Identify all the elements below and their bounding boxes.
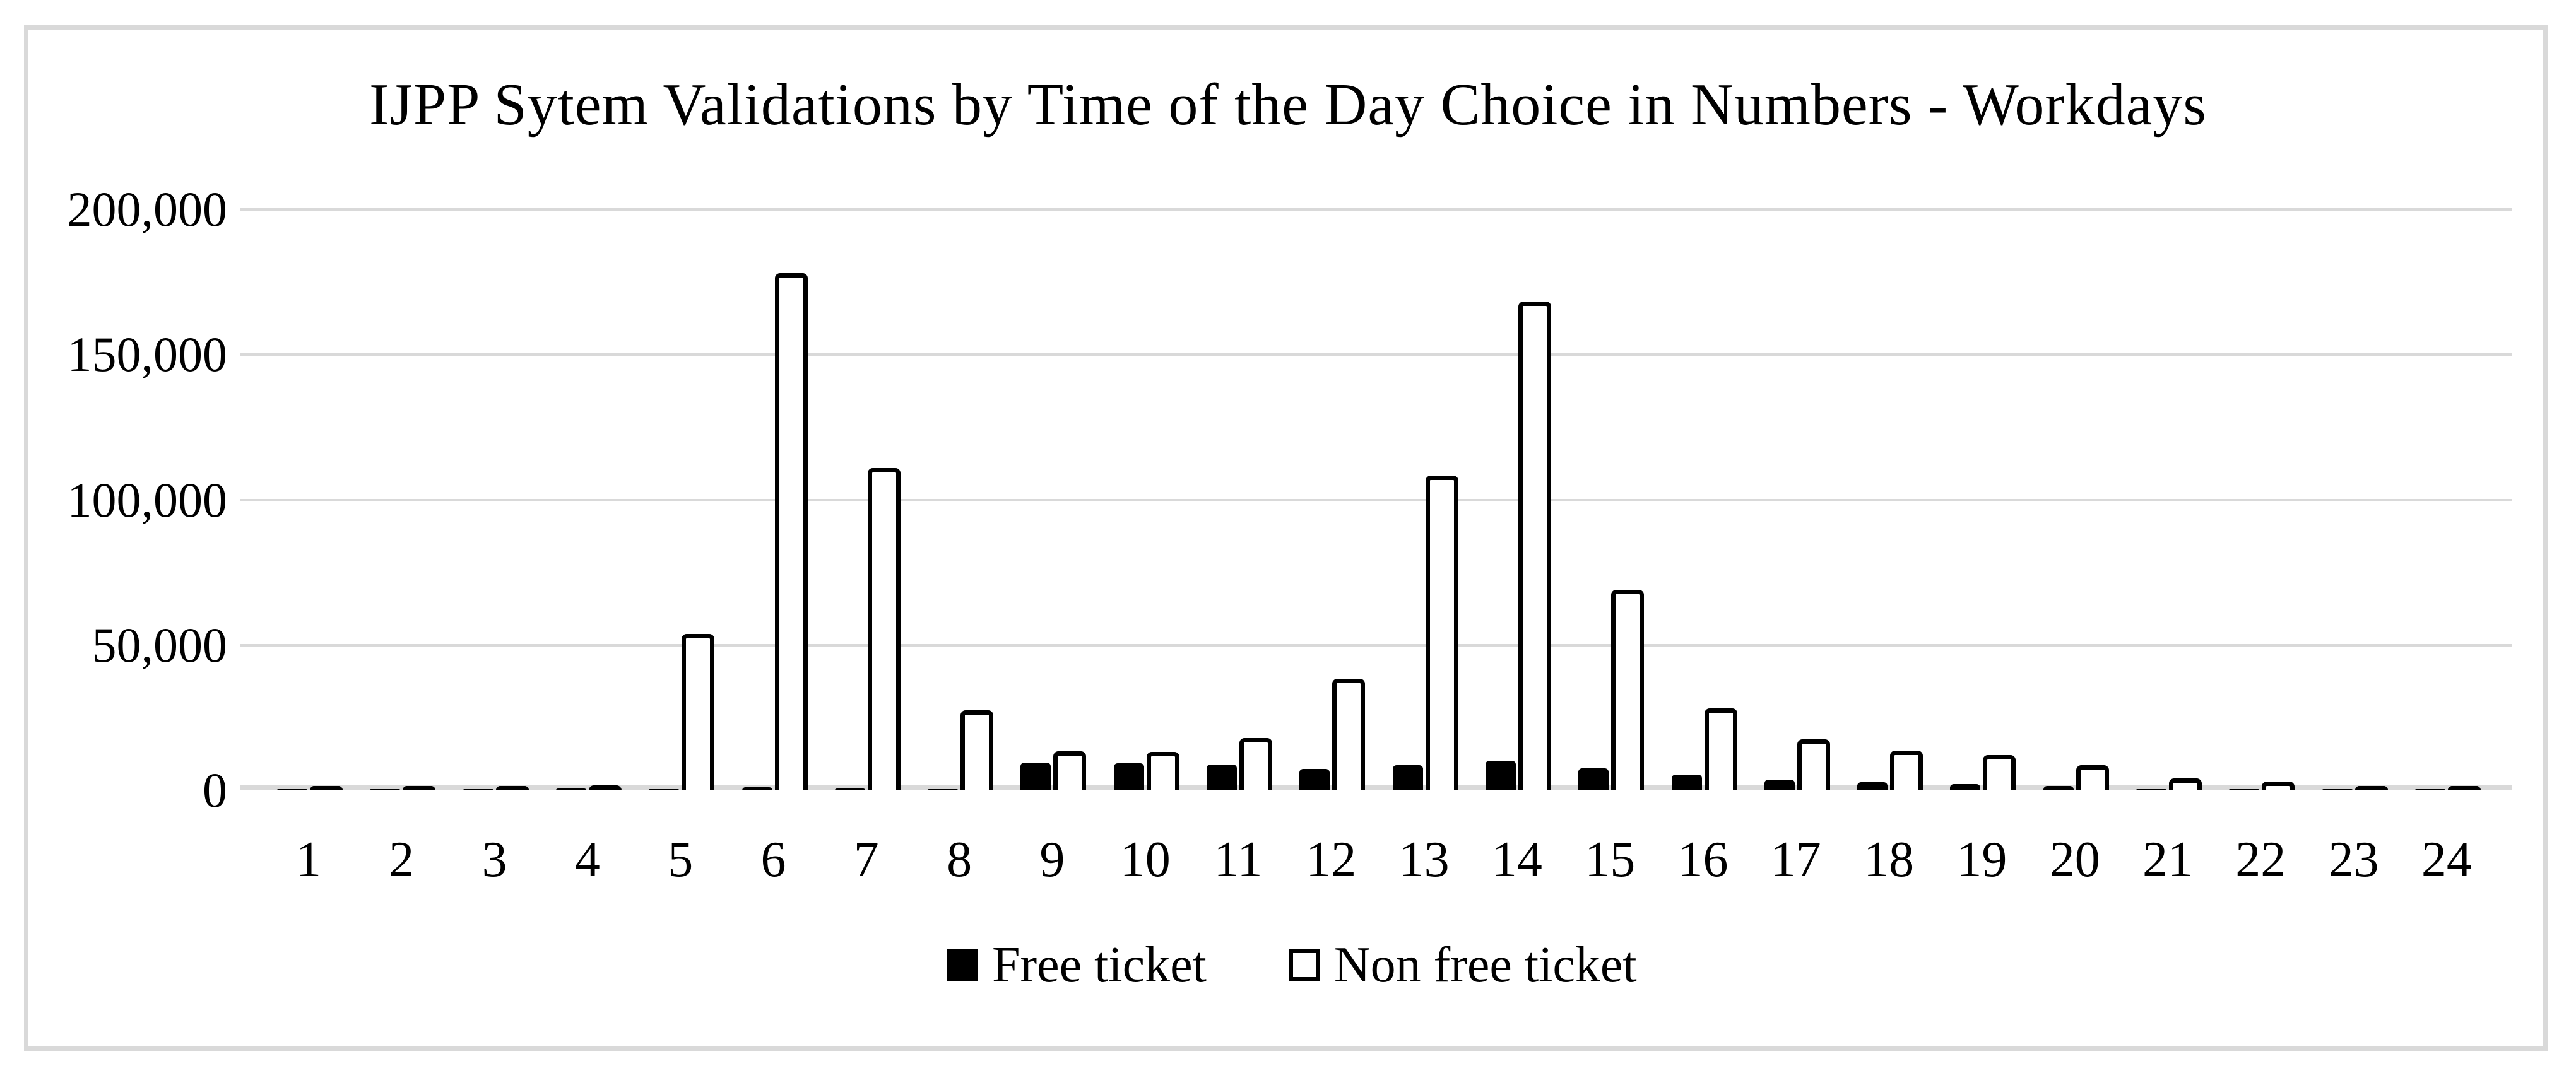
x-axis-tick-label: 4 [574,832,600,888]
x-axis-tick-label: 3 [482,832,507,888]
x-axis-tick-label: 10 [1120,832,1171,888]
bar-free-ticket [1392,765,1423,790]
x-axis-tick-label: 9 [1039,832,1065,888]
bar-free-ticket [1950,783,1981,790]
gridline [240,643,2512,647]
figure-border [24,25,2548,1051]
bar-non-free-ticket [960,710,994,790]
x-axis-tick-label: 7 [853,832,879,888]
filled-square-icon [947,949,978,981]
x-axis-tick-label: 6 [760,832,786,888]
bar-free-ticket [741,787,772,790]
bar-free-ticket [2414,789,2445,790]
bar-non-free-ticket [867,467,901,790]
bar-non-free-ticket [1797,739,1830,790]
bar-free-ticket [2229,789,2260,790]
legend-item-non-free-ticket: Non free ticket [1288,937,1637,993]
bar-non-free-ticket [2447,786,2481,790]
bar-free-ticket [1485,760,1516,790]
bar-free-ticket [2136,788,2166,790]
bar-non-free-ticket [1146,752,1179,790]
bar-free-ticket [1113,763,1144,790]
bar-non-free-ticket [1890,750,1923,790]
x-axis-tick-label: 13 [1398,832,1450,888]
x-axis-tick-label: 5 [668,832,694,888]
bar-free-ticket [834,788,865,790]
bar-free-ticket [1020,763,1051,790]
bar-free-ticket [2322,789,2353,790]
x-axis-tick-label: 12 [1306,832,1357,888]
bar-non-free-ticket [682,634,715,790]
bar-non-free-ticket [2169,778,2202,790]
x-axis-tick-label: 24 [2421,832,2472,888]
x-axis-tick-label: 11 [1214,832,1263,888]
y-axis-tick-label: 50,000 [92,617,228,672]
x-axis-tick-label: 23 [2328,832,2379,888]
gridline [240,498,2512,501]
x-axis-tick-label: 19 [1956,832,2007,888]
x-axis-tick-label: 21 [2142,832,2193,888]
bar-free-ticket [463,789,493,790]
bar-non-free-ticket [1704,708,1737,790]
bar-non-free-ticket [1053,751,1087,790]
chart-title: IJPP Sytem Validations by Time of the Da… [369,72,2207,138]
bar-non-free-ticket [2354,786,2388,790]
x-axis-tick-label: 2 [389,832,415,888]
y-axis-tick-label: 200,000 [67,182,228,237]
bar-free-ticket [1578,768,1609,790]
x-axis-tick-label: 15 [1585,832,1636,888]
bar-non-free-ticket [1518,301,1551,790]
x-axis-tick-label: 8 [947,832,972,888]
bar-free-ticket [1671,774,1702,790]
bar-non-free-ticket [774,273,808,790]
y-axis-tick-label: 150,000 [67,327,228,382]
bar-free-ticket [555,788,586,790]
bar-non-free-ticket [1983,755,2016,790]
x-axis-tick-label: 17 [1770,832,1821,888]
bar-non-free-ticket [1425,476,1458,790]
bar-non-free-ticket [403,786,436,790]
bar-non-free-ticket [310,786,343,790]
x-axis-tick-label: 1 [296,832,321,888]
bar-free-ticket [370,789,401,790]
bar-non-free-ticket [2262,782,2295,790]
bar-free-ticket [1207,764,1237,790]
bar-free-ticket [1299,769,1330,790]
x-axis-tick-label: 18 [1864,832,1915,888]
bar-free-ticket [928,788,959,790]
bar-free-ticket [649,788,680,790]
y-axis-tick-label: 100,000 [67,472,228,527]
y-axis-tick-label: 0 [203,763,227,817]
legend-label: Free ticket [992,937,1207,993]
bar-free-ticket [1764,780,1795,790]
outlined-square-icon [1288,949,1320,981]
x-axis-tick-label: 20 [2049,832,2100,888]
legend: Free ticket Non free ticket [947,940,1637,990]
bar-non-free-ticket [588,785,622,790]
x-axis-tick-label: 16 [1677,832,1728,888]
legend-label: Non free ticket [1333,937,1637,993]
axis-baseline [240,785,2512,790]
gridline [240,208,2512,211]
gridline [240,353,2512,356]
bar-non-free-ticket [495,786,529,790]
bar-free-ticket [1857,782,1888,790]
bar-free-ticket [277,789,307,790]
bar-free-ticket [2043,786,2074,790]
bar-non-free-ticket [1611,590,1645,790]
plot-area [240,208,2512,790]
legend-item-free-ticket: Free ticket [947,940,1207,990]
bar-non-free-ticket [2076,765,2109,790]
bar-non-free-ticket [1239,738,1272,790]
bar-non-free-ticket [1332,678,1366,790]
x-axis-tick-label: 14 [1491,832,1542,888]
x-axis-tick-label: 22 [2235,832,2286,888]
